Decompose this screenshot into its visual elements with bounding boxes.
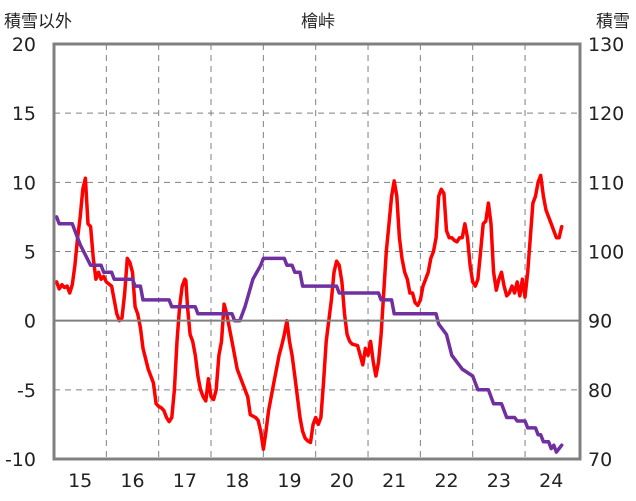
grid [53, 44, 580, 459]
x-tick-label: 15 [68, 470, 92, 492]
y-left-tick-label: 15 [12, 103, 36, 125]
y-left-tick-label: 0 [24, 311, 36, 333]
x-tick-label: 19 [277, 470, 301, 492]
series-line-red [54, 173, 564, 452]
x-tick-label: 20 [330, 470, 354, 492]
plot-area-frame [52, 42, 582, 461]
y-right-axis-title: 積雪 [596, 12, 630, 32]
x-tick-label: 18 [225, 470, 249, 492]
series-line-purple [54, 215, 564, 454]
y-left-tick-label: 10 [12, 172, 36, 194]
y-right-tick-label: 120 [588, 103, 624, 125]
y-right-tick-label: 80 [588, 380, 612, 402]
y-left-tick-label: 20 [12, 34, 36, 56]
y-left-tick-label: -5 [17, 380, 36, 402]
y-right-tick-label: 130 [588, 34, 624, 56]
series-layer [54, 173, 564, 454]
y-left-axis-title: 積雪以外 [4, 12, 72, 32]
y-right-tick-label: 90 [588, 311, 612, 333]
chart-title: 檜峠 [301, 11, 335, 32]
y-left-tick-label: 5 [24, 242, 36, 264]
y-right-tick-label: 70 [588, 449, 612, 471]
x-tick-label: 21 [382, 470, 406, 492]
x-tick-label: 22 [434, 470, 458, 492]
x-tick-label: 24 [539, 470, 563, 492]
y-right-tick-label: 100 [588, 242, 624, 264]
x-tick-label: 23 [487, 470, 511, 492]
x-tick-label: 17 [173, 470, 197, 492]
y-left-tick-label: -10 [5, 449, 36, 471]
x-tick-label: 16 [120, 470, 144, 492]
y-right-tick-label: 110 [588, 172, 624, 194]
axis-labels: 20 15 10 5 0 -5 -10 130 120 110 100 90 80 70 15 16 17 18 1… [5, 34, 624, 492]
